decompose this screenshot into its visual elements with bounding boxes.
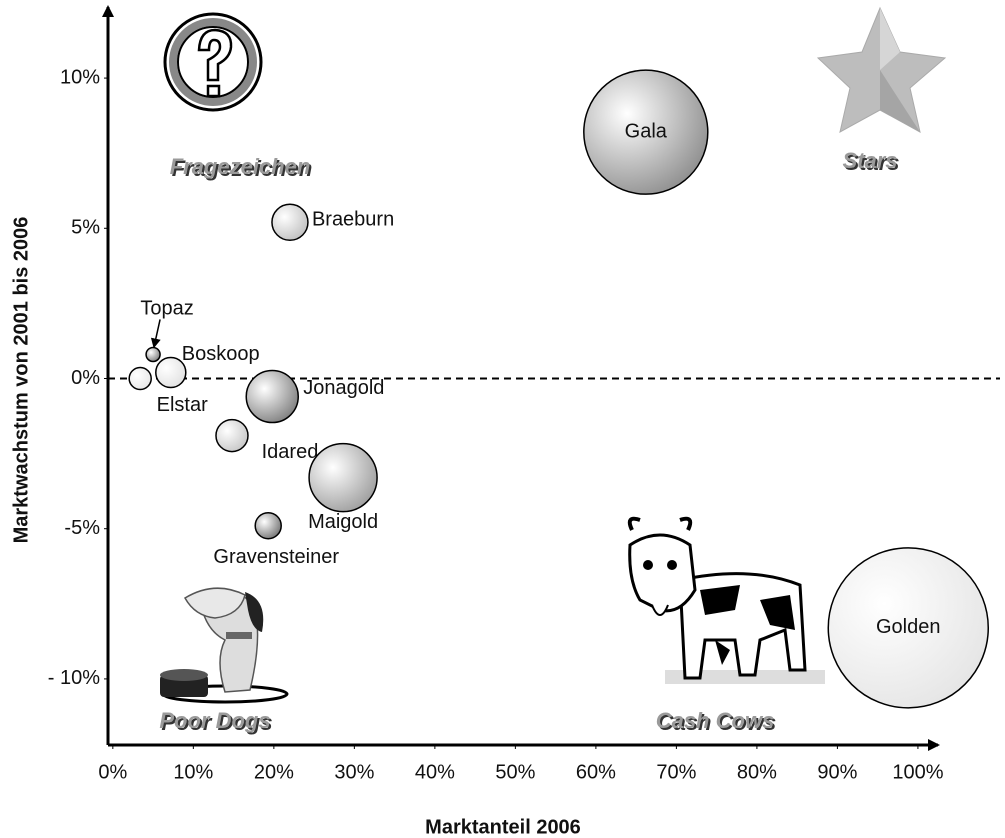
y-axis-title: Marktwachstum von 2001 bis 2006 xyxy=(10,217,32,544)
y-tick-label: - 10% xyxy=(48,667,100,689)
bubble xyxy=(129,367,151,389)
quadrant-label: Cash Cows xyxy=(656,708,775,733)
bubble xyxy=(255,513,281,539)
bubble xyxy=(216,420,248,452)
bubble-label: Braeburn xyxy=(312,209,394,231)
x-axis-title: Marktanteil 2006 xyxy=(425,816,581,838)
x-tick-label: 30% xyxy=(334,761,374,783)
bubble-label: Boskoop xyxy=(182,343,260,365)
bubble-label: Jonagold xyxy=(303,377,384,399)
x-tick-label: 60% xyxy=(576,761,616,783)
bubble-label: Elstar xyxy=(157,394,208,416)
bubble-label: Golden xyxy=(876,616,941,638)
y-tick-label: -5% xyxy=(64,517,100,539)
bubble-label: Idared xyxy=(262,441,319,463)
x-tick-label: 100% xyxy=(892,761,943,783)
bubble xyxy=(309,444,377,512)
cow-icon xyxy=(630,519,825,684)
bubble-label: Maigold xyxy=(308,511,378,533)
star-icon xyxy=(818,8,945,132)
x-tick-label: 70% xyxy=(656,761,696,783)
bubble-label: Topaz xyxy=(140,298,193,320)
x-tick-label: 20% xyxy=(254,761,294,783)
dog-icon xyxy=(160,588,287,702)
bubble-label: Gravensteiner xyxy=(213,546,339,568)
y-tick-label: 10% xyxy=(60,66,100,88)
bubble-label: Gala xyxy=(625,120,668,142)
x-tick-label: 0% xyxy=(98,761,127,783)
x-tick-label: 40% xyxy=(415,761,455,783)
label-arrow xyxy=(154,319,160,346)
bubble xyxy=(246,371,298,423)
x-tick-label: 50% xyxy=(495,761,535,783)
chart: Marktanteil 2006 Marktwachstum von 2001 … xyxy=(0,0,1005,838)
quadrant-label: Stars xyxy=(842,148,897,173)
x-tick-label: 90% xyxy=(817,761,857,783)
y-tick-label: 0% xyxy=(71,367,100,389)
bubble xyxy=(146,347,160,361)
x-tick-label: 80% xyxy=(737,761,777,783)
x-tick-label: 10% xyxy=(173,761,213,783)
quadrant-label: Fragezeichen xyxy=(170,154,311,179)
question-icon xyxy=(165,14,261,110)
bubble xyxy=(272,204,308,240)
quadrant-label: Poor Dogs xyxy=(159,708,270,733)
y-tick-label: 5% xyxy=(71,217,100,239)
